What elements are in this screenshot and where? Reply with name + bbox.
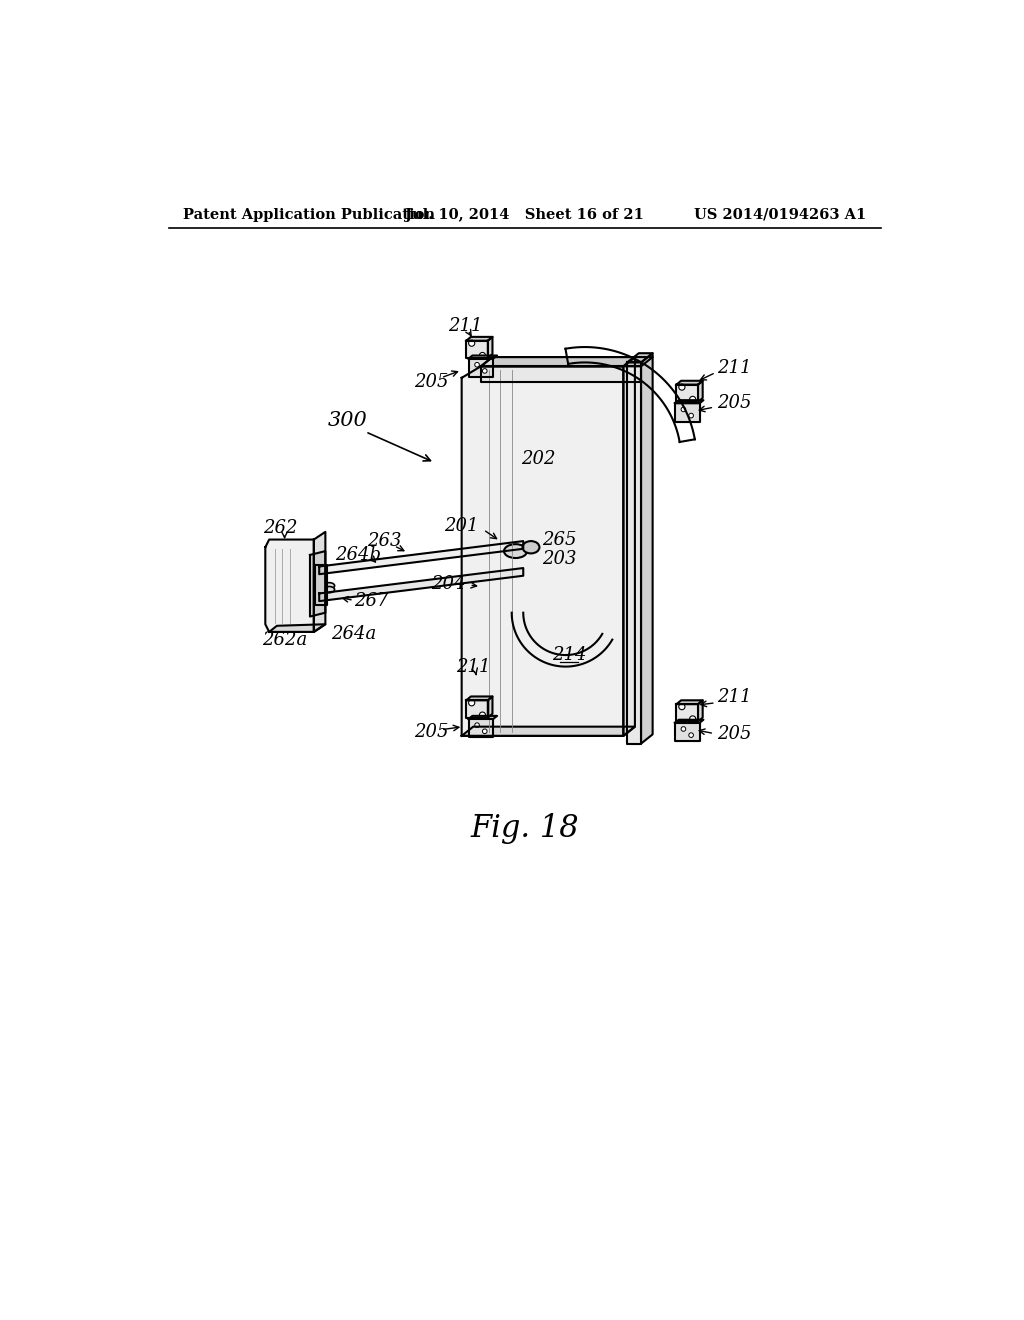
Text: 211: 211 [717,689,752,706]
Polygon shape [310,552,326,616]
Polygon shape [466,337,493,341]
Circle shape [681,726,686,731]
Polygon shape [269,624,326,632]
Circle shape [469,700,475,706]
Text: 262: 262 [263,519,298,537]
Circle shape [689,396,695,403]
Polygon shape [487,697,493,718]
Polygon shape [698,380,702,401]
Text: US 2014/0194263 A1: US 2014/0194263 A1 [694,207,866,222]
Polygon shape [677,701,702,704]
Polygon shape [319,541,523,574]
Circle shape [689,733,693,738]
Polygon shape [675,400,703,404]
Circle shape [482,729,487,734]
Polygon shape [315,565,327,605]
Circle shape [679,704,685,710]
Polygon shape [469,359,494,378]
Text: 300: 300 [328,411,368,430]
Text: 201: 201 [444,517,478,536]
Polygon shape [628,363,641,743]
Text: 267: 267 [354,593,388,610]
Circle shape [482,368,487,374]
Text: 205: 205 [717,726,752,743]
Text: 205: 205 [717,395,752,412]
Circle shape [681,407,686,412]
Ellipse shape [522,541,540,553]
Polygon shape [466,697,493,701]
Polygon shape [675,719,703,723]
Text: 211: 211 [449,317,482,335]
Text: 211: 211 [456,657,490,676]
Polygon shape [481,358,635,367]
Text: 264b: 264b [335,546,381,564]
Polygon shape [624,358,635,737]
Text: Jul. 10, 2014   Sheet 16 of 21: Jul. 10, 2014 Sheet 16 of 21 [406,207,644,222]
Polygon shape [677,380,702,384]
Text: 204: 204 [431,576,466,593]
Polygon shape [462,367,624,737]
Ellipse shape [504,544,527,558]
Circle shape [689,715,695,722]
Text: Patent Application Publication: Patent Application Publication [183,207,435,222]
Polygon shape [481,367,641,381]
Polygon shape [677,704,698,722]
Text: 203: 203 [543,550,577,568]
Ellipse shape [324,586,335,593]
Polygon shape [466,341,487,358]
Text: 211: 211 [717,359,752,376]
Polygon shape [675,723,699,742]
Polygon shape [677,384,698,401]
Text: 214: 214 [552,645,587,664]
Circle shape [679,384,685,391]
Polygon shape [319,568,523,601]
Polygon shape [487,337,493,358]
Polygon shape [641,354,652,743]
Circle shape [689,413,693,418]
Polygon shape [469,719,494,738]
Text: 202: 202 [521,450,556,467]
Circle shape [475,723,479,727]
Text: 263: 263 [368,532,401,550]
Polygon shape [698,701,702,722]
Text: 265: 265 [543,531,577,549]
Circle shape [469,341,475,346]
Circle shape [479,711,485,718]
Polygon shape [675,404,699,422]
Text: 262a: 262a [262,631,307,648]
Polygon shape [313,532,326,632]
Polygon shape [469,355,497,359]
Ellipse shape [324,582,335,589]
Polygon shape [481,358,652,367]
Circle shape [479,352,485,359]
Polygon shape [628,354,652,363]
Polygon shape [265,540,313,632]
Polygon shape [466,701,487,718]
Text: Fig. 18: Fig. 18 [470,813,580,843]
Text: 205: 205 [414,372,449,391]
Polygon shape [462,726,635,737]
Circle shape [475,363,479,367]
Text: 264a: 264a [331,626,377,643]
Text: 205: 205 [414,723,449,741]
Polygon shape [469,715,497,719]
